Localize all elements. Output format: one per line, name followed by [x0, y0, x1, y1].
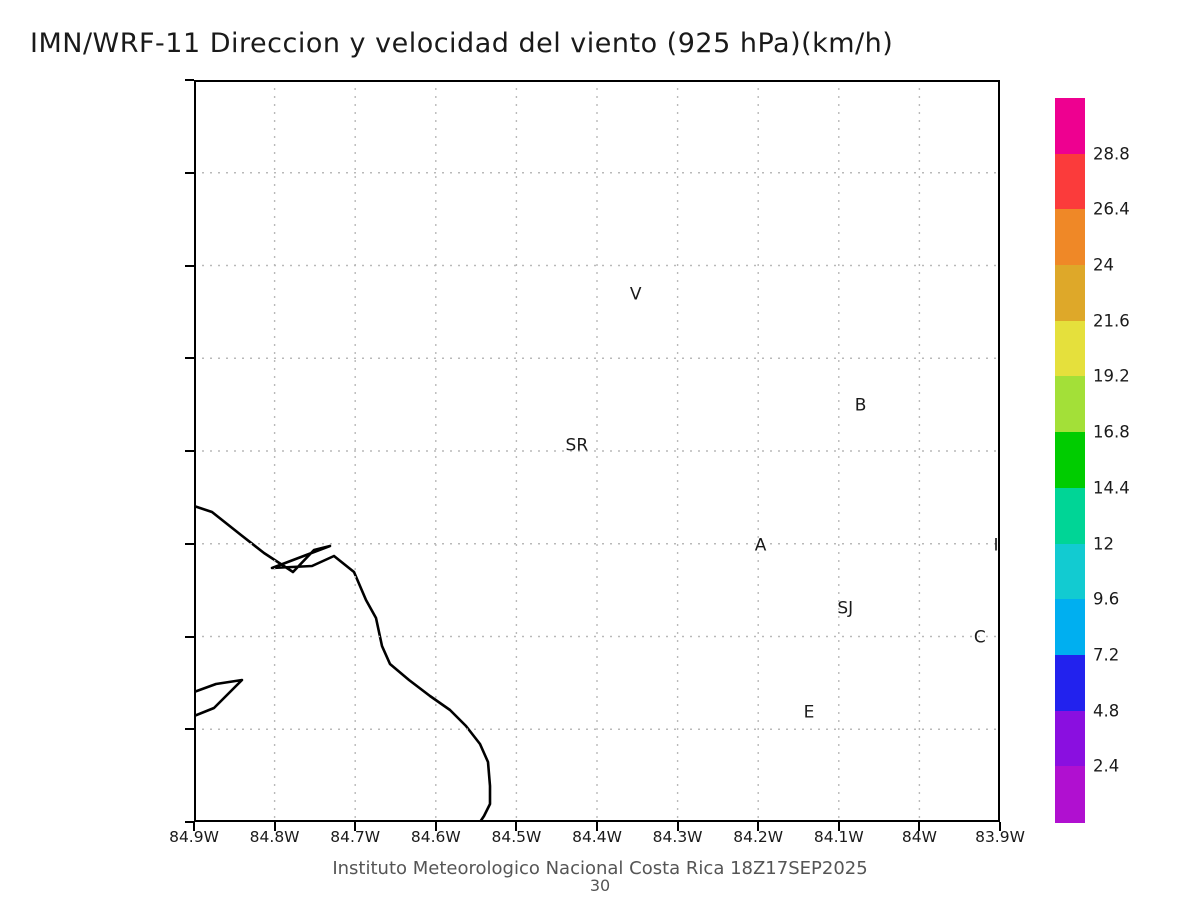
- colorbar-tick-label: 21.6: [1093, 311, 1130, 331]
- plot-frame: [194, 80, 1000, 822]
- y-axis-tick: [185, 542, 194, 545]
- colorbar-tick-label: 7.2: [1093, 645, 1120, 665]
- y-axis-tick: [185, 635, 194, 638]
- colorbar-tick-label: 16.8: [1093, 422, 1130, 442]
- axis-right: [998, 80, 1000, 822]
- wind-vector-plot: V SR B A I SJ C E: [185, 79, 1001, 831]
- colorbar-tick-label: 12: [1093, 534, 1114, 554]
- colorbar-band: [1055, 153, 1085, 210]
- colorbar-tick-label: 19.2: [1093, 366, 1130, 386]
- plot-background: [194, 80, 1000, 822]
- colorbar-band: [1055, 766, 1085, 823]
- x-axis-label: 83.9W: [975, 828, 1025, 846]
- x-axis-label: 84.4W: [572, 828, 622, 846]
- x-axis-label: 84.8W: [249, 828, 300, 846]
- x-axis-label: 84.7W: [330, 828, 381, 846]
- colorbar-tick-label: 28.8: [1093, 144, 1130, 164]
- colorbar-band: [1055, 265, 1085, 322]
- x-axis-label: 84.5W: [491, 828, 542, 846]
- x-axis-label: 84.1W: [813, 828, 864, 846]
- x-axis-label: 84.9W: [169, 828, 219, 846]
- colorbar-band: [1055, 543, 1085, 600]
- colorbar-band: [1055, 209, 1085, 266]
- x-axis-label: 84.6W: [410, 828, 461, 846]
- y-axis-tick: [185, 450, 194, 452]
- colorbar-band: [1055, 98, 1085, 155]
- x-axis-label: 84W: [901, 828, 937, 846]
- colorbar-band: [1055, 710, 1085, 767]
- colorbar-tick-label: 9.6: [1093, 589, 1120, 609]
- colorbar-tick-label: 26.4: [1093, 199, 1130, 219]
- colorbar: [1055, 98, 1085, 823]
- colorbar-band: [1055, 487, 1085, 545]
- x-axis-label: 84.2W: [733, 828, 784, 846]
- colorbar-tick-label: 14.4: [1093, 478, 1130, 498]
- y-axis-tick: [185, 728, 194, 731]
- page-title: IMN/WRF-11 Direccion y velocidad del vie…: [30, 28, 894, 59]
- colorbar-tick-label: 4.8: [1093, 701, 1120, 721]
- footer-subtext: 30: [589, 876, 611, 895]
- axis-top: [194, 80, 1000, 82]
- colorbar-band: [1055, 376, 1085, 433]
- y-axis-tick: [185, 357, 194, 360]
- colorbar-tick-label: 2.4: [1093, 756, 1120, 776]
- axis-left: [194, 80, 196, 822]
- y-axis-tick: [185, 79, 194, 81]
- colorbar-band: [1055, 599, 1085, 656]
- y-axis-tick: [185, 264, 194, 267]
- y-axis-tick: [185, 171, 194, 174]
- colorbar-tick-label: 24: [1093, 255, 1114, 275]
- colorbar-band: [1055, 654, 1085, 712]
- x-axis-label: 84.3W: [652, 828, 703, 846]
- colorbar-band: [1055, 432, 1085, 489]
- colorbar-band: [1055, 320, 1085, 378]
